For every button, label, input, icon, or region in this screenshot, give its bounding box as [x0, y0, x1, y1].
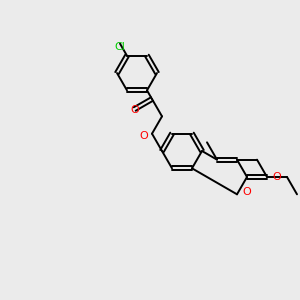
Text: O: O — [130, 105, 139, 115]
Text: O: O — [272, 172, 281, 182]
Text: O: O — [139, 131, 148, 141]
Text: O: O — [242, 187, 251, 197]
Text: Cl: Cl — [115, 42, 125, 52]
